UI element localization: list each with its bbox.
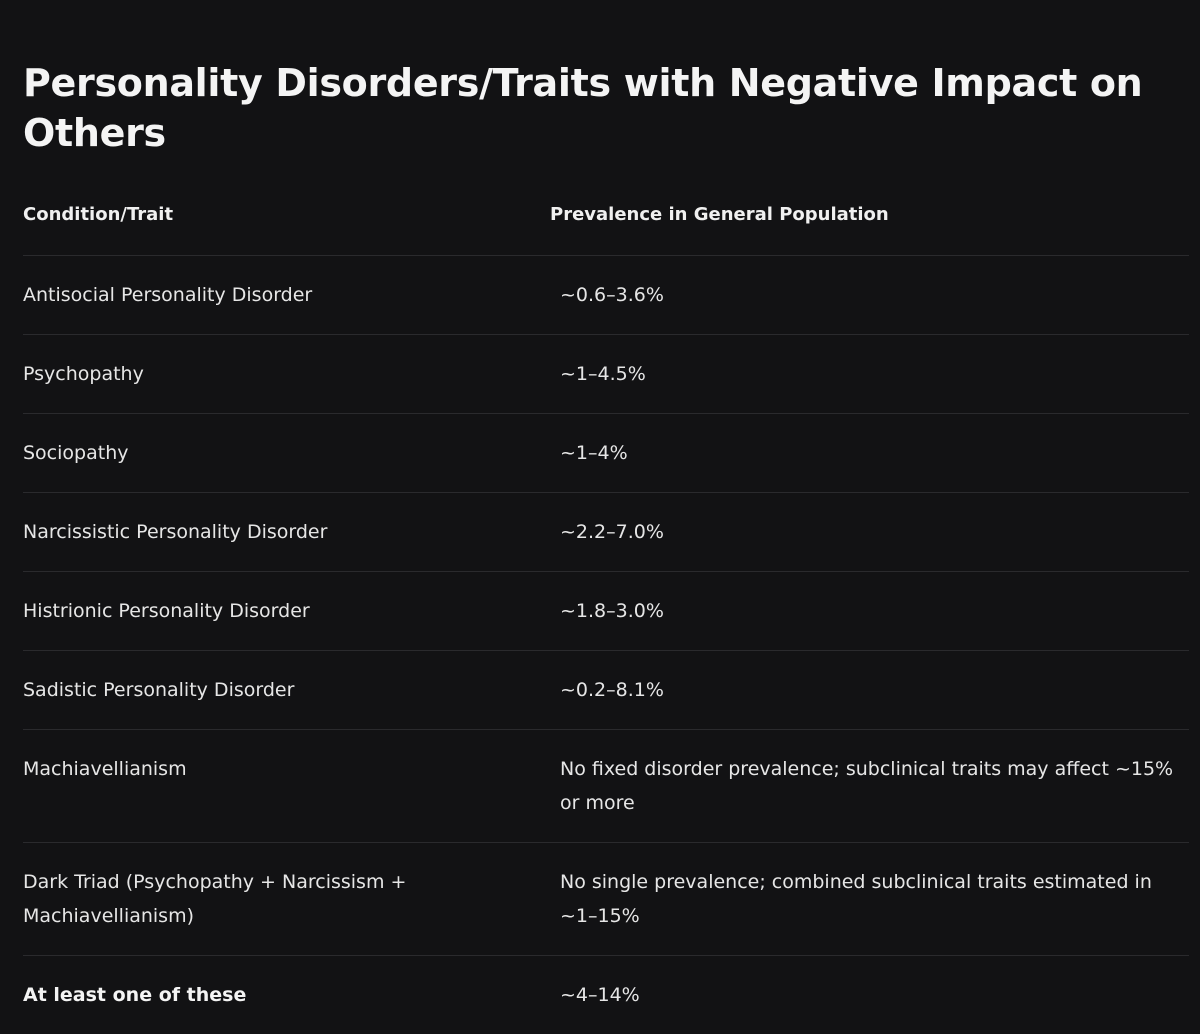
column-header-prevalence: Prevalence in General Population bbox=[550, 196, 1189, 256]
condition-cell: At least one of these bbox=[23, 983, 247, 1006]
prevalence-cell: ~2.2–7.0% bbox=[550, 492, 1189, 572]
prevalence-cell: No fixed disorder prevalence; subclinica… bbox=[550, 729, 1189, 843]
condition-cell: Psychopathy bbox=[23, 334, 550, 414]
prevalence-cell: ~0.2–8.1% bbox=[550, 650, 1189, 730]
prevalence-cell: No single prevalence; combined subclinic… bbox=[550, 842, 1189, 956]
condition-cell: Antisocial Personality Disorder bbox=[23, 255, 550, 335]
table-header-row: Condition/Trait Prevalence in General Po… bbox=[23, 196, 1189, 256]
table-header: Condition/Trait Prevalence in General Po… bbox=[23, 196, 1189, 256]
table-row-summary: At least one of these ~4–14% bbox=[23, 955, 1189, 1034]
table-row: Antisocial Personality Disorder ~0.6–3.6… bbox=[23, 255, 1189, 335]
table-row: Machiavellianism No fixed disorder preva… bbox=[23, 729, 1189, 843]
table-row: Psychopathy ~1–4.5% bbox=[23, 334, 1189, 414]
condition-cell: Sociopathy bbox=[23, 413, 550, 493]
prevalence-table: Condition/Trait Prevalence in General Po… bbox=[23, 196, 1189, 1034]
prevalence-cell: ~1–4.5% bbox=[550, 334, 1189, 414]
table-row: Sociopathy ~1–4% bbox=[23, 413, 1189, 493]
table-row: Histrionic Personality Disorder ~1.8–3.0… bbox=[23, 571, 1189, 651]
table-body: Antisocial Personality Disorder ~0.6–3.6… bbox=[23, 255, 1189, 1034]
prevalence-cell: ~0.6–3.6% bbox=[550, 255, 1189, 335]
page-title: Personality Disorders/Traits with Negati… bbox=[23, 61, 1143, 155]
table-row: Narcissistic Personality Disorder ~2.2–7… bbox=[23, 492, 1189, 572]
condition-cell: Sadistic Personality Disorder bbox=[23, 650, 550, 730]
condition-cell: Narcissistic Personality Disorder bbox=[23, 492, 550, 572]
condition-cell: Dark Triad (Psychopathy + Narcissism + M… bbox=[23, 842, 550, 956]
prevalence-cell: ~1.8–3.0% bbox=[550, 571, 1189, 651]
condition-cell: Histrionic Personality Disorder bbox=[23, 571, 550, 651]
condition-cell: Machiavellianism bbox=[23, 729, 550, 843]
table-row: Sadistic Personality Disorder ~0.2–8.1% bbox=[23, 650, 1189, 730]
table-row: Dark Triad (Psychopathy + Narcissism + M… bbox=[23, 842, 1189, 956]
prevalence-cell: ~1–4% bbox=[550, 413, 1189, 493]
column-header-condition: Condition/Trait bbox=[23, 196, 550, 256]
prevalence-cell: ~4–14% bbox=[560, 983, 640, 1006]
